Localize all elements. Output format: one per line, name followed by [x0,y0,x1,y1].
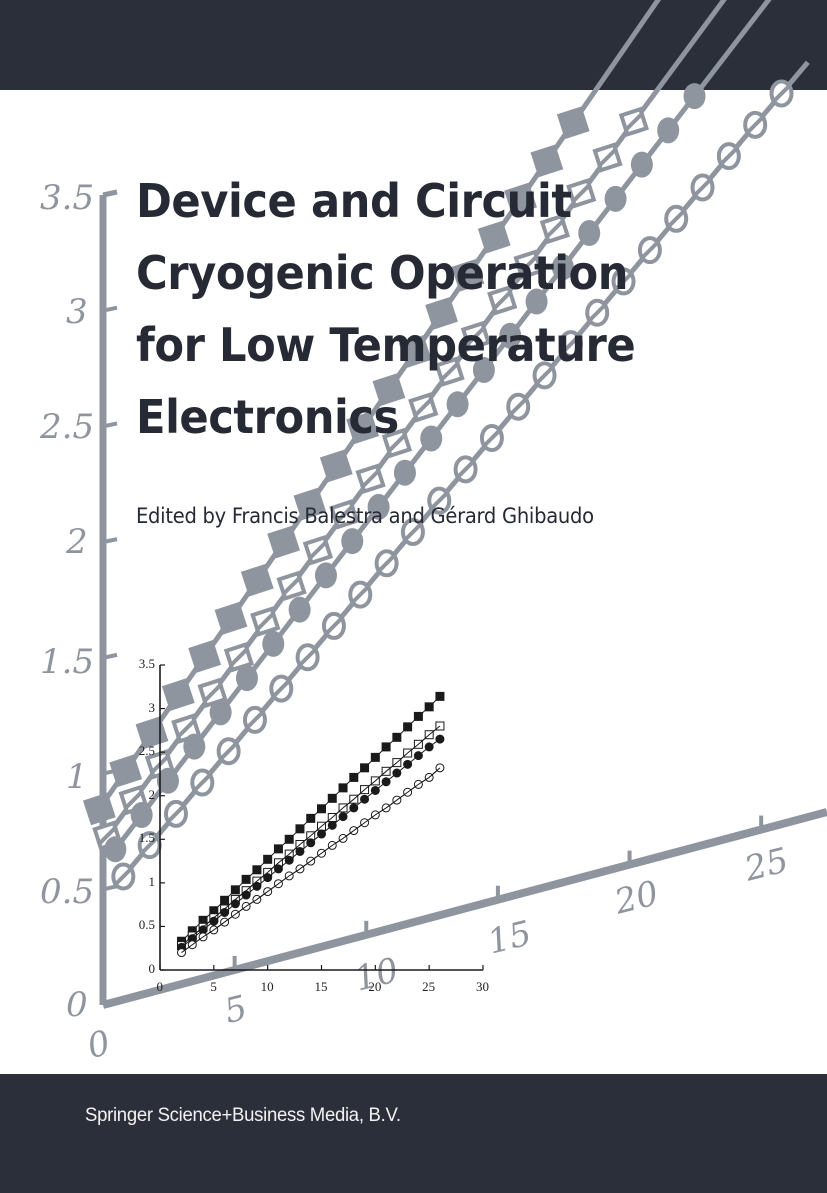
background-y-tick-label: 1 [66,757,88,797]
title-line: Device and Circuit [136,174,572,228]
background-y-tick-label: 3 [66,292,88,332]
inset-y-tick-label: 0.5 [138,917,155,933]
background-y-tick-label: 0.5 [40,872,95,912]
background-y-tick-label: 3.5 [40,178,95,218]
background-y-tick-label: 2.5 [40,407,95,447]
inset-y-tick-label: 0 [148,961,156,976]
editors: Edited by Francis Balestra and Gérard Gh… [136,504,594,528]
inset-x-tick-label: 0 [156,979,164,994]
inset-x-tick-label: 25 [422,979,436,994]
inset-x-tick-label: 10 [260,979,274,994]
publisher: Springer Science+Business Media, B.V. [85,1104,401,1126]
inset-x-tick-label: 15 [314,979,328,994]
background-y-tick-label: 1.5 [40,642,95,682]
inset-x-tick-label: 30 [476,979,489,994]
inset-y-tick-label: 2.5 [138,743,155,759]
background-y-tick-label: 2 [66,522,88,562]
book-title: Device and Circuit Cryogenic Operation f… [136,165,636,453]
title-line: Electronics [136,390,399,444]
bottom-band: Springer Science+Business Media, B.V. [0,1074,827,1193]
inset-y-tick-label: 3 [148,699,156,715]
title-line: for Low Temperature [136,318,636,372]
inset-y-tick-label: 3.5 [138,656,155,671]
inset-y-tick-label: 1 [148,873,156,889]
inset-y-tick-label: 2 [148,786,156,802]
background-y-tick-label: 0 [66,985,88,1025]
inset-x-tick-label: 20 [368,979,382,994]
title-line: Cryogenic Operation [136,246,629,300]
inset-x-tick-label: 5 [210,979,217,994]
inset-y-tick-label: 1.5 [138,830,155,846]
